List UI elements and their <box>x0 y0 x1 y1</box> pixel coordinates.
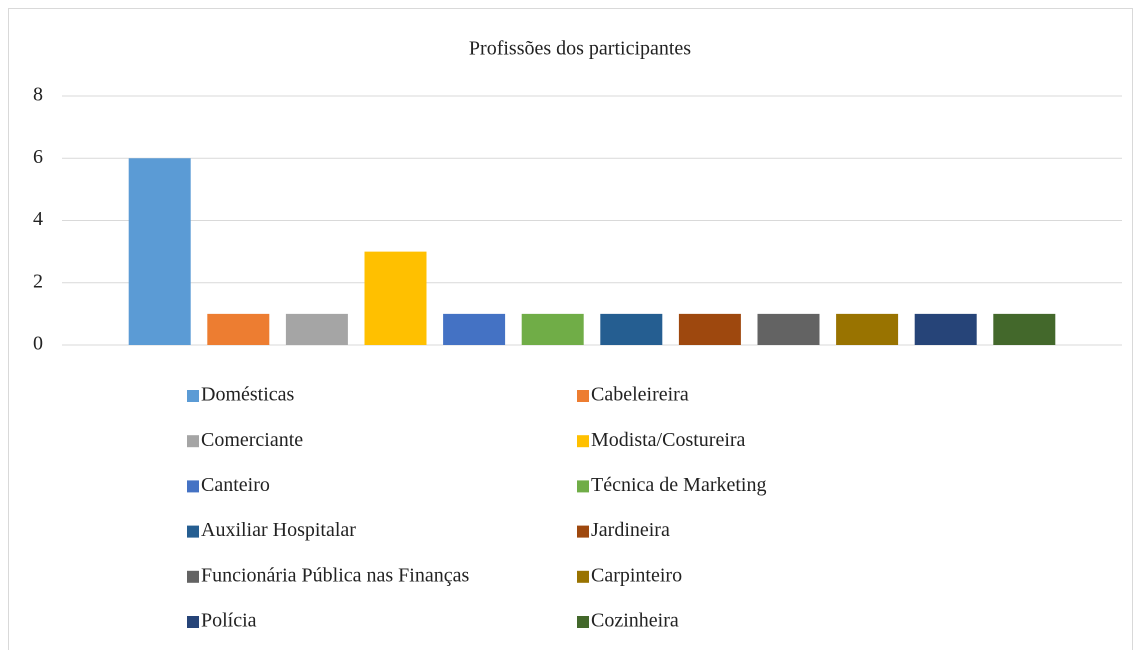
legend-label: Auxiliar Hospitalar <box>201 519 356 541</box>
y-tick-label: 2 <box>33 270 43 292</box>
legend-label: Domésticas <box>201 384 295 406</box>
legend-label: Modista/Costureira <box>591 429 746 451</box>
y-tick-label: 6 <box>33 146 43 168</box>
legend-label: Jardineira <box>591 519 670 541</box>
bar <box>836 313 899 345</box>
bar <box>993 313 1056 345</box>
legend-label: Comerciante <box>201 429 303 451</box>
legend-swatch <box>577 525 589 538</box>
bar <box>914 313 977 345</box>
y-tick-label: 8 <box>33 84 43 106</box>
bar <box>600 313 663 345</box>
legend-swatch <box>577 480 589 493</box>
bar <box>207 313 270 345</box>
legend-swatch <box>577 390 589 402</box>
legend-swatch <box>187 616 199 628</box>
legend-swatch <box>187 390 199 402</box>
legend-swatch <box>577 435 589 448</box>
bar <box>128 158 191 345</box>
legend-swatch <box>187 570 199 583</box>
bar <box>521 313 584 345</box>
legend-label: Técnica de Marketing <box>591 474 766 496</box>
legend-swatch <box>187 525 199 538</box>
legend-label: Funcionária Pública nas Finanças <box>201 564 469 586</box>
bar <box>757 313 820 345</box>
legend-label: Cozinheira <box>591 610 679 632</box>
y-tick-label: 0 <box>33 333 43 355</box>
legend-swatch <box>187 480 199 493</box>
legend-swatch <box>577 616 589 628</box>
legend-label: Polícia <box>201 610 257 632</box>
bar <box>443 313 506 345</box>
legend-label: Cabeleireira <box>591 384 689 406</box>
bar <box>285 313 348 345</box>
bar <box>364 251 427 345</box>
legend-swatch <box>577 570 589 583</box>
chart-title: Profissões dos participantes <box>469 38 691 60</box>
legend-label: Carpinteiro <box>591 564 682 586</box>
legend-swatch <box>187 435 199 448</box>
y-tick-label: 4 <box>33 208 43 230</box>
bar <box>678 313 741 345</box>
legend-label: Canteiro <box>201 474 270 496</box>
